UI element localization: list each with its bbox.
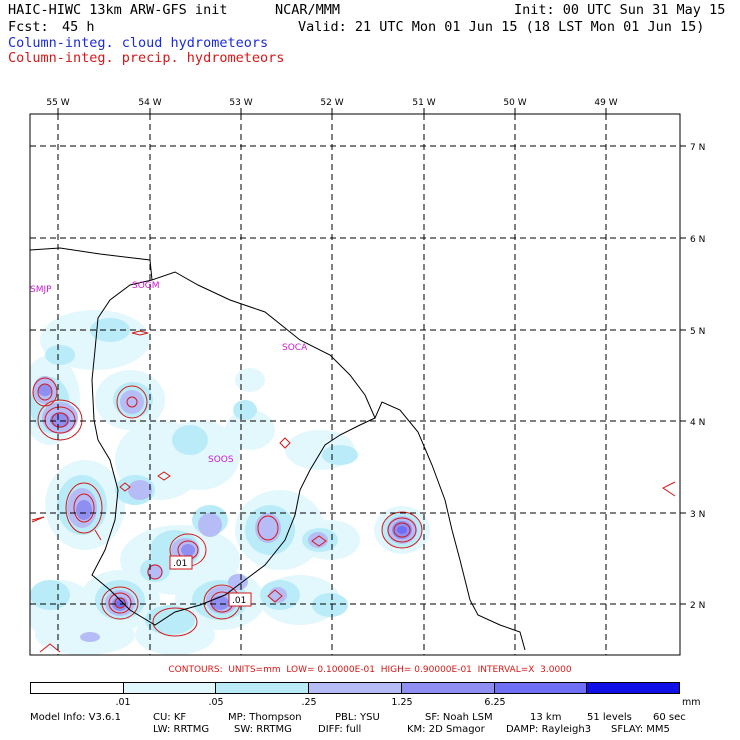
- forecast-label: Fcst:: [8, 19, 49, 35]
- latitude-label: 6 N: [690, 235, 705, 245]
- organization-label: NCAR/MMM: [275, 2, 341, 18]
- station-label: SOOS: [208, 455, 234, 465]
- latitude-label: 3 N: [690, 510, 705, 520]
- colorbar-swatch: [123, 683, 217, 693]
- coastline: [30, 247, 526, 651]
- station-label: SMJP: [30, 285, 52, 295]
- colorbar-swatch: [401, 683, 495, 693]
- model-diff: DIFF: full: [318, 724, 362, 735]
- colorbar-swatch: [31, 683, 124, 693]
- model-levels: 51 levels: [587, 712, 632, 723]
- longitude-label: 50 W: [503, 98, 526, 108]
- model-damp: DAMP: Rayleigh3: [506, 724, 592, 735]
- forecast-hour: 45 h: [62, 19, 95, 35]
- latlon-grid: [30, 114, 680, 655]
- model-sw: SW: RRTMG: [234, 724, 292, 735]
- contour-tag-box: [169, 555, 193, 570]
- longitude-label: 52 W: [320, 98, 343, 108]
- contours-info: CONTOURS: UNITS=mm LOW= 0.10000E-01 HIGH…: [168, 665, 572, 675]
- colorbar-tick: 6.25: [484, 697, 506, 708]
- longitude-label: 51 W: [412, 98, 435, 108]
- model-km: KM: 2D Smagor: [407, 724, 485, 735]
- model-sflay: SFLAY: MM5: [611, 724, 670, 735]
- colorbar: [30, 682, 680, 694]
- colorbar-tick: .05: [208, 697, 224, 708]
- valid-time: Valid: 21 UTC Mon 01 Jun 15 (18 LST Mon …: [298, 19, 705, 35]
- contour-tag-box: [228, 592, 252, 607]
- colorbar-swatch: [216, 683, 310, 693]
- latitude-label: 2 N: [690, 601, 705, 611]
- contour-tag: .01: [232, 596, 246, 606]
- contour-tag: .01: [173, 559, 187, 569]
- precip-field-title: Column-integ. precip. hydrometeors: [8, 50, 285, 66]
- colorbar-tick: 1.25: [391, 697, 413, 708]
- latitude-label: 4 N: [690, 418, 705, 428]
- station-label: SOCA: [282, 343, 308, 353]
- model-mp: MP: Thompson: [228, 712, 302, 723]
- model-timestep: 60 sec: [653, 712, 686, 723]
- model-pbl: PBL: YSU: [335, 712, 380, 723]
- frame-ticks: [57, 108, 686, 605]
- model-lw: LW: RRTMG: [153, 724, 210, 735]
- longitude-label: 53 W: [229, 98, 252, 108]
- init-time: Init: 00 UTC Sun 31 May 15: [514, 2, 726, 18]
- model-cu: CU: KF: [153, 712, 187, 723]
- model-version: Model Info: V3.6.1: [30, 712, 121, 723]
- colorbar-swatch: [494, 683, 588, 693]
- latitude-label: 5 N: [690, 327, 705, 337]
- colorbar-swatch: [309, 683, 402, 693]
- precip-contours: [31, 330, 676, 653]
- colorbar-swatch: [587, 683, 680, 693]
- model-sf: SF: Noah LSM: [425, 712, 493, 723]
- map-frame: [29, 113, 681, 656]
- station-label: SOGM: [132, 281, 160, 291]
- cloud-field-title: Column-integ. cloud hydrometeors: [8, 35, 269, 51]
- latitude-label: 7 N: [690, 143, 705, 153]
- model-resolution: 13 km: [530, 712, 562, 723]
- colorbar-tick: .25: [301, 697, 317, 708]
- colorbar-tick: .01: [115, 697, 131, 708]
- longitude-label: 49 W: [594, 98, 617, 108]
- longitude-label: 54 W: [138, 98, 161, 108]
- plot-title: HAIC-HIWC 13km ARW-GFS init: [8, 2, 228, 18]
- colorbar-unit: mm: [682, 697, 701, 708]
- hydrometeor-field: SMJP SOGM SOCA SOOS .01 .01: [30, 114, 680, 655]
- longitude-label: 55 W: [46, 98, 69, 108]
